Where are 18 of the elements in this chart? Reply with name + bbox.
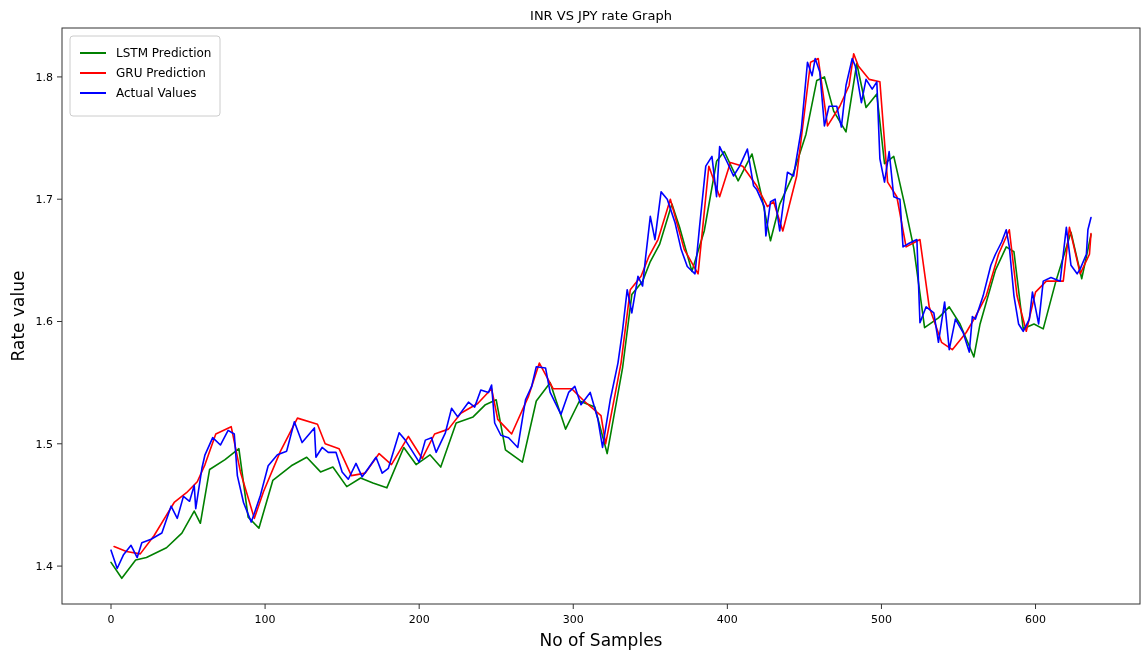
x-tick-label: 600: [1025, 613, 1047, 626]
y-tick-label: 1.7: [35, 193, 53, 207]
legend-label: GRU Prediction: [116, 66, 206, 81]
legend-label: Actual Values: [116, 86, 197, 101]
chart-title: INR VS JPY rate Graph: [530, 8, 672, 23]
x-tick-label: 300: [562, 613, 584, 626]
x-tick-label: 500: [870, 613, 892, 626]
x-tick-label: 100: [254, 613, 276, 626]
x-tick-label: 0: [107, 613, 115, 626]
y-tick-label: 1.6: [35, 315, 53, 329]
x-tick-label: 200: [408, 613, 430, 626]
y-tick-label: 1.5: [35, 437, 53, 451]
y-tick-label: 1.4: [35, 559, 53, 573]
legend-label: LSTM Prediction: [116, 46, 212, 61]
x-axis-title: No of Samples: [539, 630, 663, 650]
y-tick-label: 1.8: [35, 70, 53, 84]
x-tick-label: 400: [716, 613, 738, 626]
y-axis-title: Rate value: [8, 270, 28, 362]
